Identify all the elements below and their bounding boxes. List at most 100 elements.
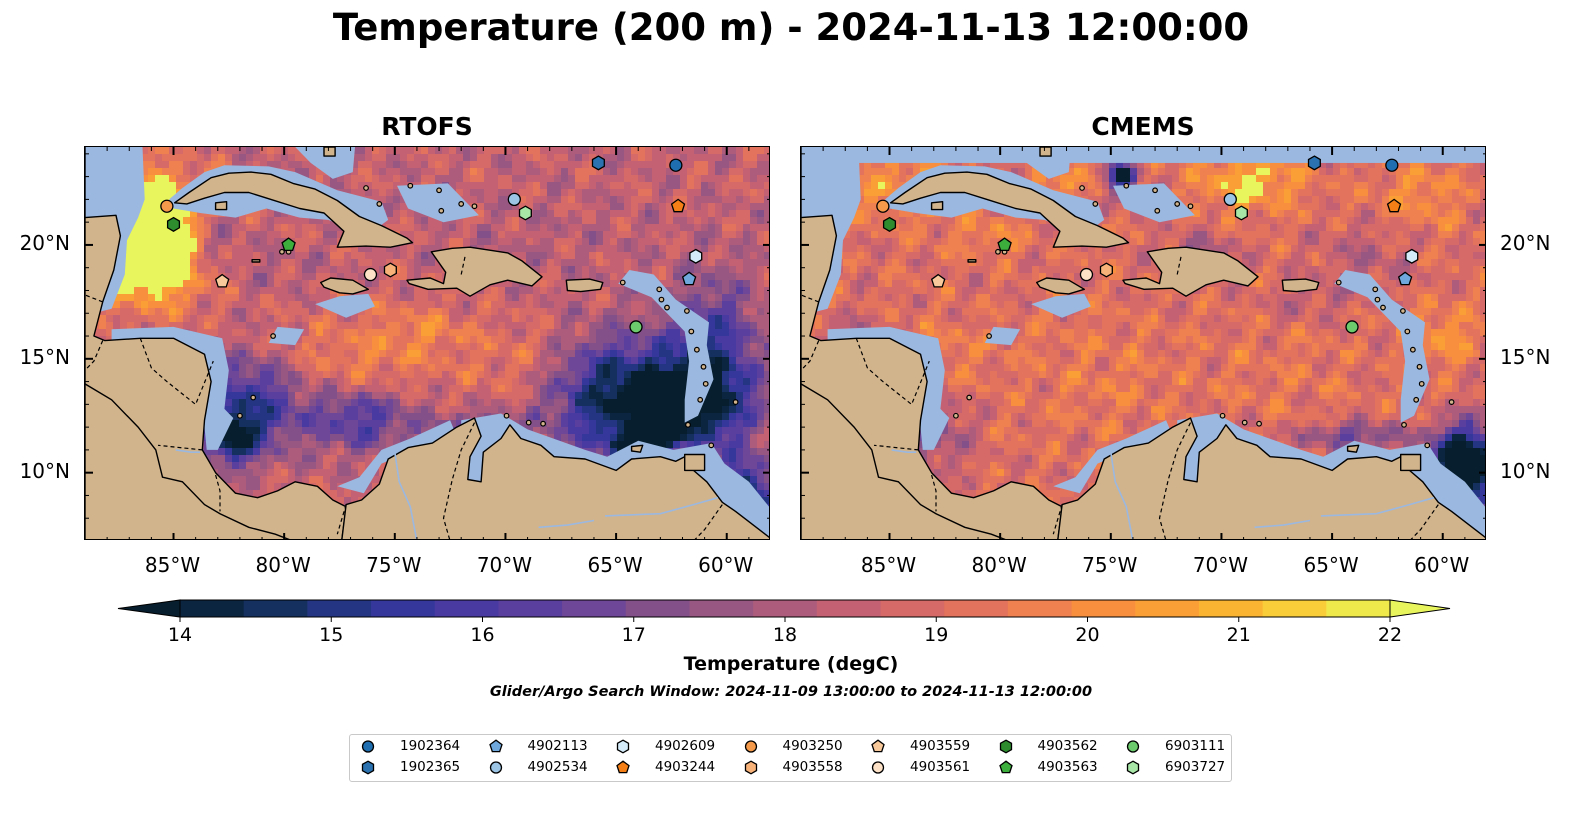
country-border — [1052, 504, 1063, 535]
legend-label: 1902365 — [400, 759, 461, 775]
small-island — [1219, 412, 1226, 419]
float-marker-4903563 — [281, 237, 296, 252]
small-island — [732, 399, 739, 405]
float-marker-4903561 — [1079, 267, 1094, 282]
colorbar-tick-label: 21 — [1226, 624, 1251, 646]
colorbar-segment — [1262, 600, 1327, 617]
country-border — [215, 474, 221, 512]
float-marker-4902609 — [1405, 248, 1419, 264]
x-tick-label: 85°W — [860, 553, 917, 577]
small-island — [1418, 380, 1425, 387]
country-border — [85, 340, 104, 371]
legend-marker-6903727 — [1126, 760, 1140, 775]
x-tick-label: 65°W — [587, 553, 643, 577]
float-marker-4902113 — [681, 271, 697, 286]
frame-ticks — [85, 147, 769, 539]
colorbar-tick-label: 16 — [470, 624, 495, 646]
small-island — [1409, 346, 1416, 353]
float-marker-4903244 — [670, 198, 686, 213]
hexagon-marker-icon — [744, 760, 757, 775]
small-island — [619, 279, 626, 286]
country-border — [85, 294, 103, 303]
x-tick-label: 70°W — [1192, 553, 1249, 577]
river — [604, 496, 719, 517]
small-island — [1416, 363, 1423, 370]
small-island — [250, 394, 257, 401]
x-tick-label: 75°W — [1082, 553, 1138, 577]
circle-marker-icon — [744, 740, 757, 753]
legend-label: 4902113 — [527, 738, 588, 754]
small-island — [438, 207, 445, 214]
shelf-mask — [1011, 147, 1071, 179]
small-island — [1079, 185, 1085, 191]
small-island — [270, 333, 276, 339]
small-island — [540, 420, 546, 427]
hexagon-marker-icon — [999, 739, 1012, 754]
shelf-mask — [618, 270, 714, 423]
small-island — [1401, 421, 1407, 428]
colorbar-segment — [880, 600, 945, 617]
colorbar-segment — [180, 600, 245, 617]
search-window-caption: Glider/Argo Search Window: 2024-11-09 13… — [489, 684, 1093, 700]
shelf-mask — [397, 183, 479, 223]
colorbar-segment — [498, 600, 563, 617]
river — [538, 519, 595, 529]
legend-marker-1902364 — [361, 740, 375, 753]
float-markers — [160, 155, 703, 334]
country-border — [873, 444, 919, 451]
small-island — [708, 442, 715, 449]
small-island — [664, 304, 670, 311]
circle-marker-icon — [871, 761, 885, 774]
small-island — [702, 380, 709, 387]
shelf-mask — [315, 293, 375, 318]
panel-title-rtofs: RTOFS — [381, 112, 473, 141]
colorbar-segment — [1135, 600, 1200, 617]
small-island — [525, 419, 532, 426]
small-island — [1187, 203, 1194, 210]
legend-label: 4903558 — [782, 759, 843, 775]
legend-label: 4903250 — [782, 738, 843, 754]
colorbar-label: Temperature (degC) — [683, 653, 899, 675]
legend-label: 4902534 — [527, 759, 588, 775]
colorbar-segment — [371, 600, 436, 617]
float-marker-4902534 — [1223, 192, 1237, 207]
float-legend: 1902364 1902365 4902113 4902534 4902609 49032… — [349, 734, 1232, 782]
legend-label: 4903562 — [1037, 738, 1098, 754]
land-youth — [930, 201, 944, 211]
hexagon-marker-icon — [1126, 760, 1140, 775]
small-island — [458, 201, 465, 207]
land-centralAmerica — [85, 147, 347, 539]
float-marker-4902534 — [507, 192, 521, 207]
country-border — [1158, 422, 1192, 539]
river — [175, 449, 201, 454]
legend-marker-4902113 — [488, 739, 503, 753]
river — [1320, 496, 1435, 517]
small-island — [1123, 182, 1130, 189]
rtofs-map — [84, 146, 770, 540]
shelf-mask — [1031, 293, 1091, 318]
land-puertoRico — [1281, 278, 1320, 293]
small-island — [1256, 420, 1262, 427]
country-border — [801, 294, 819, 303]
pentagon-marker-icon — [488, 739, 503, 753]
pacific-coastline — [85, 383, 290, 539]
y-tick-label: 20°N — [1500, 230, 1551, 255]
small-island — [656, 286, 663, 293]
colorbar-segment — [753, 600, 818, 617]
small-island — [986, 333, 992, 339]
colorbar-under-arrow — [117, 599, 181, 618]
small-island — [503, 412, 510, 419]
legend-label: 4903561 — [910, 759, 971, 775]
legend-marker-4903250 — [744, 740, 757, 753]
float-marker-4903561 — [363, 267, 378, 282]
x-tick-label: 60°W — [1414, 553, 1470, 577]
small-island — [1372, 286, 1379, 293]
shelf-mask — [268, 326, 305, 346]
country-border — [139, 338, 214, 406]
circle-marker-icon — [361, 740, 375, 753]
country-border — [931, 474, 937, 512]
small-island — [471, 203, 478, 210]
circle-marker-icon — [1126, 740, 1140, 753]
small-island — [684, 308, 690, 314]
land-southAmerica — [1057, 417, 1485, 539]
